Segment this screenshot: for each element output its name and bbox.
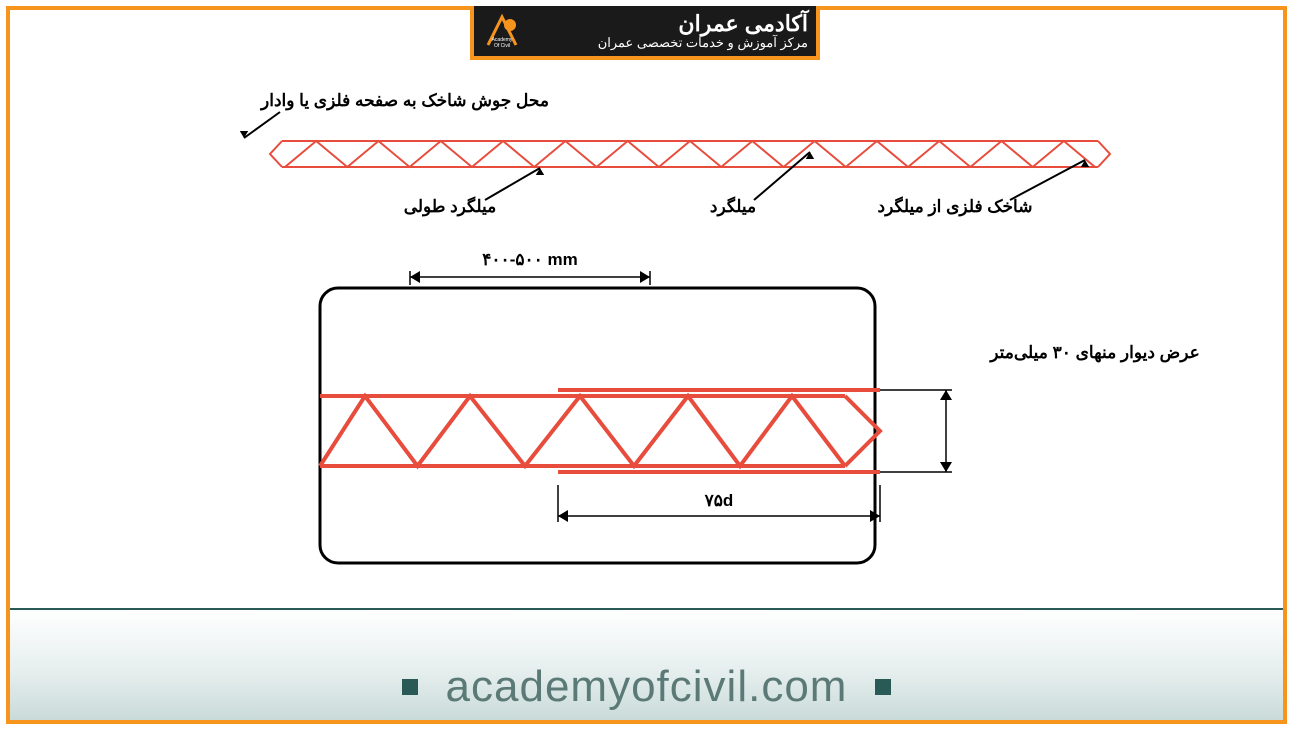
banner-title: آکادمی عمران — [598, 12, 808, 36]
svg-text:میلگرد طولی: میلگرد طولی — [404, 196, 497, 217]
svg-text:شاخک فلزی از میلگرد: شاخک فلزی از میلگرد — [878, 196, 1033, 217]
svg-text:۷۵d: ۷۵d — [704, 491, 734, 510]
footer-url: academyofcivil.com — [402, 662, 892, 712]
banner-subtitle: مرکز آموزش و خدمات تخصصی عمران — [598, 36, 808, 50]
svg-text:میلگرد: میلگرد — [710, 196, 756, 217]
svg-text:۴۰۰-۵۰۰ mm: ۴۰۰-۵۰۰ mm — [482, 250, 577, 269]
header-banner: Academy Of Civil آکادمی عمران مرکز آموزش… — [470, 6, 820, 60]
academy-logo-icon: Academy Of Civil — [482, 11, 522, 51]
svg-text:عرض دیوار منهای ۳۰ میلی‌متر: عرض دیوار منهای ۳۰ میلی‌متر — [988, 343, 1199, 363]
svg-text:محل جوش شاخک به صفحه فلزی یا و: محل جوش شاخک به صفحه فلزی یا وادار — [259, 91, 549, 111]
svg-text:Of Civil: Of Civil — [494, 43, 510, 49]
